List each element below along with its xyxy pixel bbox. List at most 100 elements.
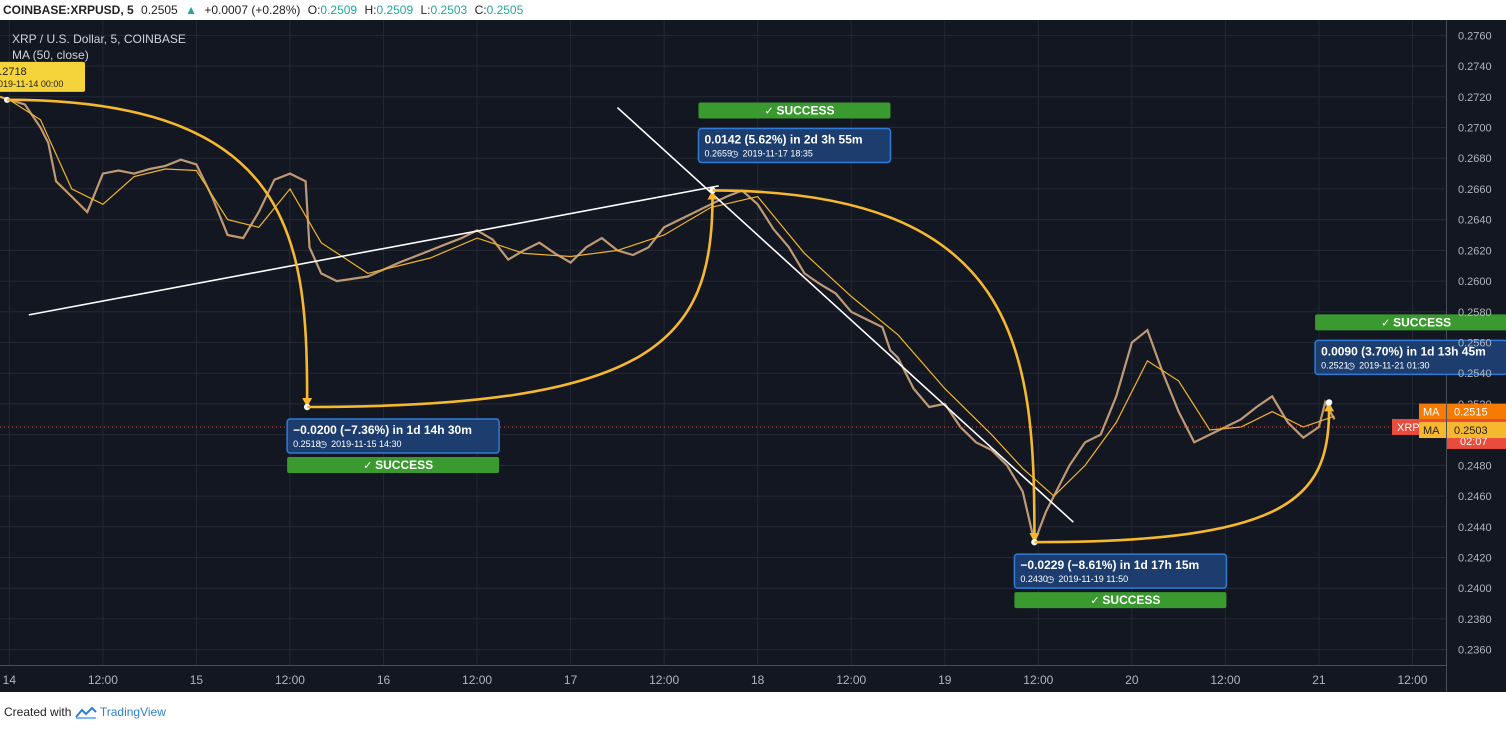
y-tick-label: 0.2540 bbox=[1458, 368, 1492, 380]
y-tick-label: 0.2420 bbox=[1458, 553, 1492, 565]
callout-date: 2019-11-21 01:30 bbox=[1359, 360, 1429, 370]
x-tick-label: 12:00 bbox=[649, 673, 679, 687]
move-arrow bbox=[712, 189, 1036, 535]
y-tick-label: 0.2360 bbox=[1458, 645, 1492, 657]
success-label: SUCCESS bbox=[776, 103, 834, 117]
x-tick-label: 15 bbox=[190, 673, 204, 687]
low-label: L: bbox=[420, 3, 431, 17]
y-tick-label: 0.2700 bbox=[1458, 123, 1492, 135]
legend-title: XRP / U.S. Dollar, 5, COINBASE bbox=[12, 32, 186, 46]
y-tick-label: 0.2560 bbox=[1458, 338, 1492, 350]
y-tick-label: 0.2760 bbox=[1458, 30, 1492, 42]
start-price-value: 0.2718 bbox=[0, 66, 27, 78]
symbol-header: COINBASE:XRPUSD, 5 0.2505 ▲ +0.0007 (+0.… bbox=[0, 0, 1506, 20]
move-arrow bbox=[1034, 410, 1331, 544]
success-label: SUCCESS bbox=[1102, 593, 1160, 607]
y-tick-label: 0.2660 bbox=[1458, 184, 1492, 196]
success-label: SUCCESS bbox=[375, 458, 433, 472]
success-badge: ✓ SUCCESS bbox=[1315, 314, 1506, 331]
arrow-head-icon bbox=[1324, 402, 1335, 412]
price-change: +0.0007 (+0.28%) bbox=[204, 3, 301, 17]
move-callout[interactable]: 0.0090 (3.70%) in 1d 13h 45m 0.2521◷ 2019-… bbox=[1314, 339, 1506, 376]
move-callout[interactable]: −0.0200 (−7.36%) in 1d 14h 30m 0.2518◷ 201… bbox=[286, 418, 500, 454]
clock-icon: ◷ bbox=[1347, 360, 1355, 370]
symbol-name: COINBASE:XRPUSD, 5 bbox=[3, 3, 134, 17]
y-tick-label: 0.2620 bbox=[1458, 245, 1492, 257]
arrow-head-icon bbox=[707, 190, 718, 200]
y-tick-label: 0.2720 bbox=[1458, 92, 1492, 104]
y-tick-label: 0.2680 bbox=[1458, 153, 1492, 165]
close-value: 0.2505 bbox=[486, 3, 524, 17]
ma-tag-label: MA bbox=[1423, 425, 1440, 437]
move-endpoint bbox=[1325, 399, 1333, 406]
x-tick-label: 14 bbox=[3, 673, 17, 687]
x-tick-label: 12:00 bbox=[1210, 673, 1240, 687]
ma-tag-bg bbox=[1419, 422, 1446, 439]
trendline[interactable] bbox=[616, 106, 1074, 523]
success-bar bbox=[1014, 592, 1227, 609]
callout-price: 0.2521 bbox=[1321, 360, 1349, 370]
check-icon: ✓ bbox=[1090, 595, 1099, 607]
arrow-head-icon bbox=[1029, 533, 1040, 543]
callout-headline: 0.0142 (5.62%) in 2d 3h 55m bbox=[704, 132, 862, 146]
high-value: 0.2509 bbox=[376, 3, 414, 17]
y-tick-label: 0.2460 bbox=[1458, 491, 1492, 503]
close-label: C: bbox=[474, 3, 487, 17]
ma-value-tag-value: 0.2515 bbox=[1454, 407, 1488, 419]
clock-icon: ◷ bbox=[730, 148, 738, 158]
callout-box bbox=[697, 127, 892, 164]
check-icon: ✓ bbox=[764, 105, 773, 117]
move-arrow bbox=[7, 98, 309, 400]
y-tick-label: 0.2480 bbox=[1458, 460, 1492, 472]
series-line-ma bbox=[0, 96, 1335, 497]
x-tick-label: 12:00 bbox=[1023, 673, 1053, 687]
tradingview-link[interactable]: TradingView bbox=[99, 705, 166, 719]
chart-background bbox=[0, 20, 1506, 692]
price-tag-ma: MA 0.2503 bbox=[1419, 422, 1506, 439]
price-tag-ma: MA 0.2515 bbox=[1419, 403, 1506, 420]
tradingview-logo-icon bbox=[74, 706, 97, 719]
series-layer bbox=[0, 95, 1446, 546]
y-tick-label: 0.2380 bbox=[1458, 614, 1492, 626]
low-value: 0.2503 bbox=[430, 3, 468, 17]
arrow-head-icon bbox=[302, 398, 313, 407]
x-tick-label: 20 bbox=[1125, 673, 1139, 687]
move-callout[interactable]: 0.0142 (5.62%) in 2d 3h 55m 0.2659◷ 2019-1… bbox=[697, 127, 892, 164]
ma-value-tag-value: 0.2503 bbox=[1454, 425, 1488, 437]
success-badge: ✓ SUCCESS bbox=[1014, 592, 1227, 609]
callout-price: 0.2430 bbox=[1020, 574, 1048, 584]
success-badge: ✓ SUCCESS bbox=[698, 102, 891, 119]
y-tick-label: 0.2400 bbox=[1458, 583, 1492, 595]
last-price: 0.2505 bbox=[141, 3, 178, 17]
up-arrow-icon: ▲ bbox=[185, 3, 197, 17]
callout-price: 0.2518 bbox=[293, 439, 321, 449]
x-tick-label: 17 bbox=[564, 673, 578, 687]
x-tick-label: 16 bbox=[377, 673, 391, 687]
success-bar bbox=[287, 457, 500, 473]
callout-box bbox=[1314, 339, 1506, 376]
trendline[interactable] bbox=[28, 185, 719, 316]
callout-price: 0.2659 bbox=[704, 148, 732, 158]
success-badge: ✓ SUCCESS bbox=[287, 457, 500, 473]
x-tick-label: 21 bbox=[1312, 673, 1326, 687]
created-with-text: Created with bbox=[4, 705, 72, 719]
clock-icon: ◷ bbox=[319, 439, 327, 449]
open-label: O: bbox=[307, 3, 321, 17]
y-tick-label: 0.2580 bbox=[1458, 307, 1492, 319]
countdown: 02:07 bbox=[1460, 436, 1488, 448]
axes-layer: 0.2760 0.2740 0.2720 0.2700 0.2680 0.2660 0.26… bbox=[3, 30, 1506, 687]
start-price-date: 2019-11-14 00:00 bbox=[0, 79, 63, 89]
x-tick-label: 12:00 bbox=[462, 673, 492, 687]
ma-value-tag bbox=[1447, 403, 1506, 420]
callout-box bbox=[286, 418, 500, 454]
x-tick-label: 12:00 bbox=[836, 673, 866, 687]
callout-headline: −0.0200 (−7.36%) in 1d 14h 30m bbox=[293, 423, 472, 437]
x-tick-label: 12:00 bbox=[1397, 673, 1427, 687]
callout-headline: 0.0090 (3.70%) in 1d 13h 45m bbox=[1321, 344, 1486, 358]
high-label: H: bbox=[364, 3, 377, 17]
move-callout[interactable]: −0.0229 (−8.61%) in 1d 17h 15m 0.2430◷ 201… bbox=[1013, 553, 1228, 589]
success-bar bbox=[1315, 314, 1506, 331]
y-tick-label: 0.2600 bbox=[1458, 276, 1492, 288]
y-tick-label: 0.2740 bbox=[1458, 61, 1492, 73]
